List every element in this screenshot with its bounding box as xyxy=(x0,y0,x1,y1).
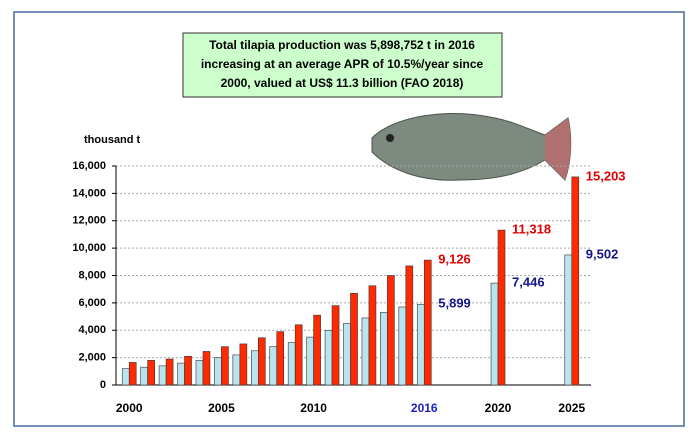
bar xyxy=(147,360,155,386)
bar xyxy=(195,360,204,386)
bar xyxy=(571,176,580,386)
bar xyxy=(423,259,432,386)
x-tick-label: 2005 xyxy=(208,401,235,415)
bar xyxy=(387,275,395,386)
y-tick-label: 4,000 xyxy=(78,324,106,336)
bar xyxy=(202,351,211,386)
value-label: 9,126 xyxy=(438,252,471,267)
bar xyxy=(184,355,192,386)
bar xyxy=(564,254,573,386)
x-tick-label: 2025 xyxy=(558,401,585,415)
bar xyxy=(313,314,321,386)
bar xyxy=(257,337,266,386)
bar xyxy=(306,336,314,386)
y-tick-label: 6,000 xyxy=(78,297,106,309)
bar xyxy=(177,362,185,386)
bar xyxy=(158,365,167,386)
bar xyxy=(416,303,425,386)
y-tick-label: 14,000 xyxy=(72,187,106,199)
bar xyxy=(490,282,499,386)
y-tick-label: 0 xyxy=(100,379,106,391)
bar xyxy=(269,346,278,386)
y-tick-label: 16,000 xyxy=(72,160,106,172)
y-tick-label: 8,000 xyxy=(78,269,106,281)
x-tick-label: 2000 xyxy=(116,401,143,415)
bar xyxy=(221,346,229,386)
bar xyxy=(380,312,388,386)
bar xyxy=(405,265,414,386)
bar xyxy=(294,324,303,386)
bar xyxy=(121,368,130,386)
bar xyxy=(398,306,407,386)
bar xyxy=(343,323,351,386)
x-tick-label: 2016 xyxy=(411,401,438,415)
value-label: 5,899 xyxy=(438,296,471,311)
bar xyxy=(165,358,174,386)
bar xyxy=(251,350,259,386)
bar xyxy=(214,357,222,386)
bar xyxy=(324,329,333,386)
bar xyxy=(350,292,358,386)
bar xyxy=(361,317,370,386)
value-label: 7,446 xyxy=(512,275,545,290)
bar xyxy=(276,331,285,386)
value-label: 9,502 xyxy=(586,246,619,261)
x-tick-label: 2010 xyxy=(300,401,327,415)
annotation-line: 2000, valued at US$ 11.3 billion (FAO 20… xyxy=(221,76,464,90)
bar xyxy=(128,362,137,386)
bar xyxy=(331,305,340,386)
value-label: 11,318 xyxy=(512,222,551,237)
fish-illustration xyxy=(371,113,572,181)
y-axis-label: thousand t xyxy=(84,134,141,146)
bar xyxy=(287,342,296,386)
annotation-line: Total tilapia production was 5,898,752 t… xyxy=(209,38,475,52)
bar xyxy=(239,343,248,386)
bar xyxy=(140,366,148,386)
annotation-line: increasing at an average APR of 10.5%/ye… xyxy=(201,57,484,71)
y-tick-label: 10,000 xyxy=(72,242,106,254)
annotation-box xyxy=(182,32,503,98)
bar xyxy=(232,354,241,386)
y-tick-label: 12,000 xyxy=(72,215,106,227)
x-tick-label: 2020 xyxy=(485,401,512,415)
bar xyxy=(368,285,377,386)
value-label: 15,203 xyxy=(586,168,626,183)
bar xyxy=(497,229,506,386)
y-tick-label: 2,000 xyxy=(78,352,106,364)
